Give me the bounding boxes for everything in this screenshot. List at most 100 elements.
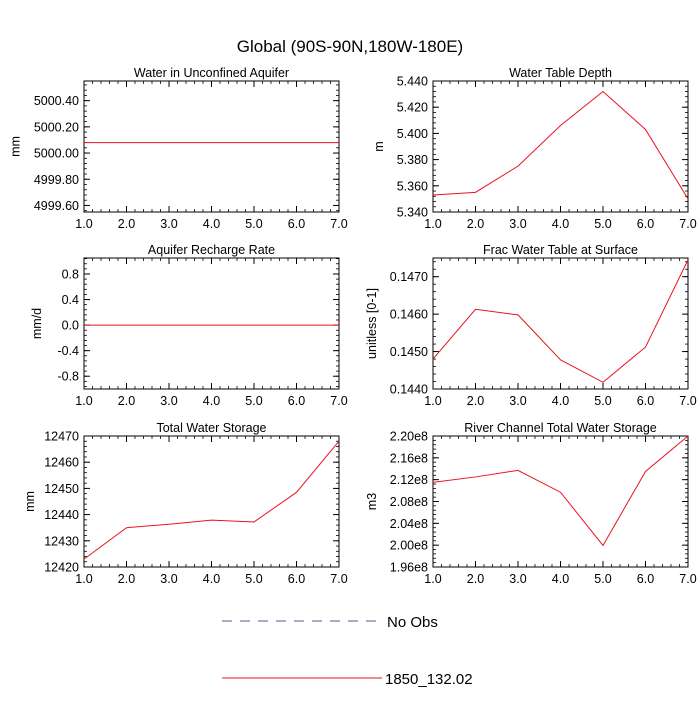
x-tick-label: 4.0 [203, 394, 220, 408]
plot-frame [433, 436, 688, 567]
panel-3: Frac Water Table at Surface unitless [0-1… [365, 243, 697, 408]
y-tick-label: 0.1470 [390, 270, 428, 284]
plot-frame [84, 81, 339, 212]
x-tick-label: 2.0 [118, 394, 135, 408]
x-tick-label: 7.0 [330, 572, 347, 586]
x-tick-label: 4.0 [552, 394, 569, 408]
x-tick-label: 5.0 [594, 572, 611, 586]
panel-title: Aquifer Recharge Rate [148, 243, 275, 257]
y-tick-label: 1.96e8 [390, 561, 428, 575]
x-tick-label: 3.0 [509, 572, 526, 586]
y-axis-label: mm [9, 136, 23, 157]
x-tick-label: 6.0 [637, 394, 654, 408]
series-line [433, 260, 688, 382]
y-tick-label: 5.440 [397, 75, 428, 89]
x-tick-label: 4.0 [552, 217, 569, 231]
panel-title: Water Table Depth [509, 66, 612, 80]
series-line [84, 441, 339, 559]
y-tick-label: 5.380 [397, 153, 428, 167]
y-tick-label: 12450 [44, 482, 79, 496]
y-axis-label: m3 [365, 493, 379, 510]
x-tick-label: 5.0 [594, 217, 611, 231]
x-tick-label: 2.0 [467, 572, 484, 586]
y-tick-label: 5000.20 [34, 120, 79, 134]
y-tick-label: 12470 [44, 430, 79, 444]
series-line [433, 436, 688, 545]
y-axis-label: unitless [0-1] [365, 288, 379, 359]
y-tick-label: 2.16e8 [390, 451, 428, 465]
panel-title: Water in Unconfined Aquifer [134, 66, 289, 80]
y-tick-label: 4999.60 [34, 199, 79, 213]
x-tick-label: 1.0 [75, 394, 92, 408]
y-tick-label: 5.400 [397, 127, 428, 141]
plot-frame [84, 436, 339, 567]
y-tick-label: 5000.00 [34, 147, 79, 161]
series-line [433, 91, 688, 198]
y-tick-label: 12420 [44, 561, 79, 575]
y-tick-label: 0.0 [62, 319, 79, 333]
y-tick-label: 4999.80 [34, 173, 79, 187]
x-tick-label: 5.0 [245, 394, 262, 408]
y-tick-label: 0.1450 [390, 345, 428, 359]
x-tick-label: 3.0 [509, 217, 526, 231]
x-tick-label: 7.0 [330, 217, 347, 231]
x-tick-label: 2.0 [467, 217, 484, 231]
panels-group: Water in Unconfined Aquifer mm 1.0 2.0 3.0 4.… [9, 66, 697, 586]
x-tick-label: 6.0 [288, 217, 305, 231]
x-tick-label: 7.0 [679, 394, 696, 408]
x-tick-label: 5.0 [245, 572, 262, 586]
x-tick-label: 6.0 [637, 572, 654, 586]
x-tick-label: 4.0 [203, 217, 220, 231]
x-tick-label: 7.0 [330, 394, 347, 408]
y-tick-label: 5.340 [397, 206, 428, 220]
y-tick-label: 2.00e8 [390, 539, 428, 553]
y-tick-label: 2.08e8 [390, 495, 428, 509]
figure-title: Global (90S-90N,180W-180E) [237, 37, 463, 56]
panel-title: Frac Water Table at Surface [483, 243, 638, 257]
y-axis-label: mm [23, 491, 37, 512]
y-tick-label: 2.04e8 [390, 517, 428, 531]
y-tick-label: 0.4 [62, 293, 79, 307]
y-tick-label: -0.8 [57, 370, 79, 384]
y-tick-label: 0.8 [62, 267, 79, 281]
x-tick-label: 3.0 [160, 572, 177, 586]
y-tick-label: 5.420 [397, 101, 428, 115]
panel-2: Aquifer Recharge Rate mm/d 1.0 2.0 3.0 4.0 5.0… [30, 243, 348, 408]
legend-label-series: 1850_132.02 [385, 671, 473, 688]
panel-0: Water in Unconfined Aquifer mm 1.0 2.0 3.0 4.… [9, 66, 348, 231]
x-tick-label: 5.0 [245, 217, 262, 231]
panel-title: Total Water Storage [156, 421, 266, 435]
x-tick-label: 3.0 [160, 217, 177, 231]
panel-title: River Channel Total Water Storage [464, 421, 657, 435]
legend: No Obs 1850_132.02 [222, 614, 473, 688]
x-tick-label: 6.0 [288, 394, 305, 408]
x-tick-label: 3.0 [160, 394, 177, 408]
x-tick-label: 7.0 [679, 572, 696, 586]
x-tick-label: 2.0 [467, 394, 484, 408]
x-tick-label: 6.0 [637, 217, 654, 231]
x-tick-label: 6.0 [288, 572, 305, 586]
y-tick-label: 12430 [44, 534, 79, 548]
y-axis-label: m [372, 141, 386, 151]
y-tick-label: 12440 [44, 508, 79, 522]
y-tick-label: 0.1460 [390, 308, 428, 322]
plot-frame [433, 258, 688, 389]
y-tick-label: 12460 [44, 456, 79, 470]
x-tick-label: 7.0 [679, 217, 696, 231]
plot-frame [84, 258, 339, 389]
x-tick-label: 3.0 [509, 394, 526, 408]
y-tick-label: 5.360 [397, 179, 428, 193]
legend-label-no-obs: No Obs [387, 614, 438, 631]
x-tick-label: 1.0 [75, 217, 92, 231]
y-tick-label: 0.1440 [390, 383, 428, 397]
x-tick-label: 2.0 [118, 217, 135, 231]
y-tick-label: 2.20e8 [390, 430, 428, 444]
x-tick-label: 4.0 [552, 572, 569, 586]
y-tick-label: 2.12e8 [390, 473, 428, 487]
y-axis-label: mm/d [30, 308, 44, 339]
